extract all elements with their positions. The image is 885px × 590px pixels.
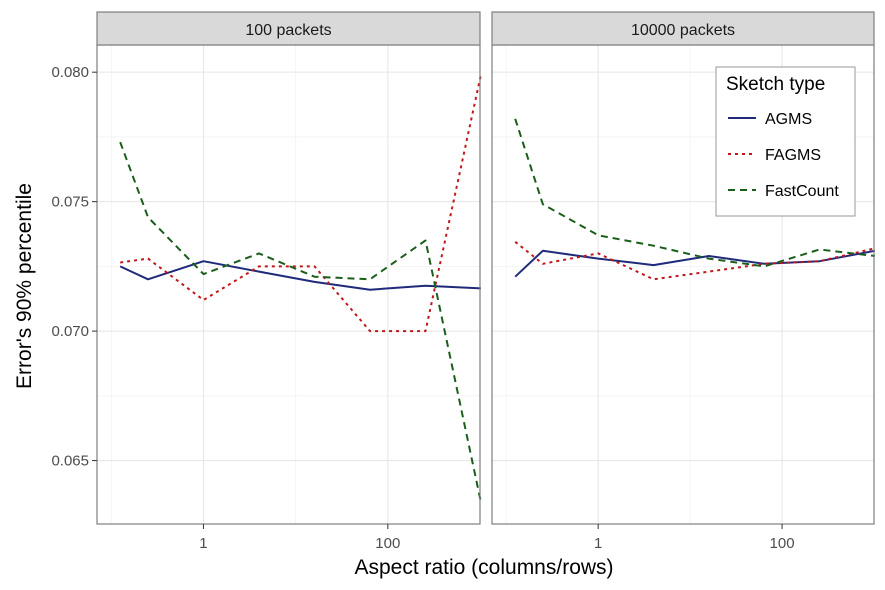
legend-item-fastcount: FastCount <box>728 183 839 200</box>
y-tick-label: 0.070 <box>51 323 89 340</box>
legend-box <box>715 66 856 217</box>
x-tick-label: 100 <box>770 535 795 552</box>
series-line-fagms <box>514 241 876 281</box>
facet-strip <box>491 11 875 46</box>
series-line-agms <box>119 260 481 291</box>
y-axis-title: Error's 90% percentile <box>13 183 36 389</box>
legend-label-agms: AGMS <box>765 111 812 128</box>
x-axis-title: Aspect ratio (columns/rows) <box>354 556 613 579</box>
x-tick-label: 1 <box>594 535 602 552</box>
legend-items: AGMS FAGMS FastCount <box>728 111 839 200</box>
x-tick-label: 1 <box>199 535 207 552</box>
legend-title: Sketch type <box>726 74 825 95</box>
legend: Sketch type AGMS FAGMS FastCount <box>715 66 856 217</box>
panel-background <box>97 45 480 524</box>
y-tick-label: 0.080 <box>51 64 89 81</box>
panel-1: 100 packets 1 100 <box>96 11 482 552</box>
legend-label-fagms: FAGMS <box>765 147 821 164</box>
facet-strip <box>96 11 481 46</box>
facet-strip-title: 100 packets <box>245 22 331 39</box>
x-tick-label: 100 <box>375 535 400 552</box>
legend-item-fagms: FAGMS <box>728 147 821 164</box>
y-axis: 0.065 0.070 0.075 0.080 <box>51 64 97 470</box>
y-tick-label: 0.075 <box>51 194 89 211</box>
legend-item-agms: AGMS <box>728 111 812 128</box>
series-line-fastcount <box>119 141 482 503</box>
y-tick-label: 0.065 <box>51 453 89 470</box>
series-line-fagms <box>120 74 482 333</box>
facet-strip-title: 10000 packets <box>631 22 735 39</box>
legend-label-fastcount: FastCount <box>765 183 839 200</box>
series-line-fastcount <box>514 118 876 268</box>
